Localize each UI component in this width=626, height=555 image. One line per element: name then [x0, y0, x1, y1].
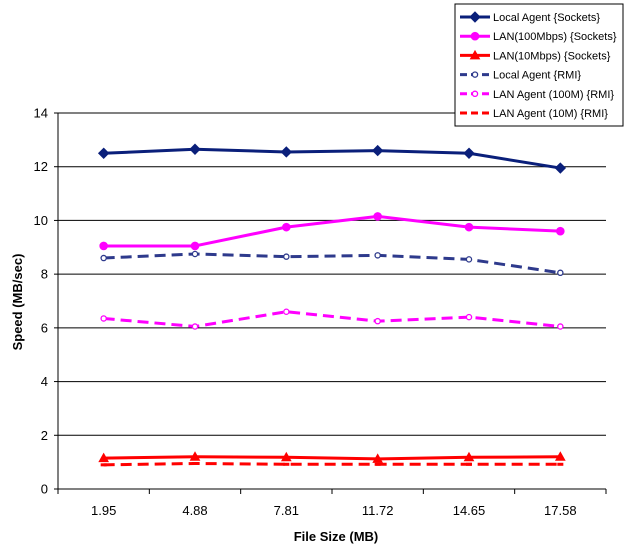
data-point	[374, 252, 381, 259]
data-point	[557, 323, 564, 330]
x-tick-label: 11.72	[362, 503, 394, 518]
data-point	[189, 451, 201, 461]
data-point	[554, 451, 566, 461]
data-point	[190, 241, 200, 251]
series-5	[100, 461, 564, 467]
data-point	[463, 147, 475, 159]
data-point	[373, 212, 382, 221]
legend-item: LAN Agent (100M) {RMI}	[460, 89, 614, 101]
data-point	[191, 323, 199, 330]
x-tick-label: 17.58	[544, 503, 577, 518]
data-point	[463, 451, 475, 462]
legend-label: LAN Agent (100M) {RMI}	[493, 89, 614, 101]
legend-label: Local Agent {RMI}	[493, 70, 581, 82]
data-point	[557, 269, 564, 277]
data-point	[557, 462, 564, 466]
gridlines	[54, 112, 606, 490]
y-tick-label: 4	[41, 374, 48, 389]
series-1	[99, 212, 565, 251]
x-tick-label: 7.81	[274, 503, 299, 518]
x-tick-label: 14.65	[453, 503, 486, 518]
series-3	[100, 250, 564, 277]
data-point	[556, 226, 565, 236]
y-tick-labels: 0 2 4 6 8 10 12 14	[34, 106, 48, 497]
data-point	[554, 162, 567, 174]
series-line	[103, 310, 561, 329]
y-tick-label: 6	[41, 320, 48, 335]
data-point	[465, 256, 473, 263]
data-point	[189, 143, 201, 155]
data-point	[471, 90, 479, 98]
data-point	[280, 146, 293, 158]
x-tick-label: 1.95	[91, 503, 116, 518]
legend-item: LAN Agent (10M) {RMI}	[460, 108, 608, 120]
legend-label: Local Agent {Sockets}	[493, 12, 600, 24]
series-lines	[97, 143, 567, 467]
series-0	[97, 143, 567, 174]
data-point	[100, 315, 107, 322]
series-line	[103, 214, 561, 248]
x-axis-label: File Size (MB)	[294, 529, 379, 544]
data-point	[283, 462, 290, 466]
y-tick-label: 0	[41, 482, 48, 497]
data-point	[464, 222, 474, 232]
x-tick-label: 4.88	[182, 503, 207, 518]
data-point	[466, 462, 472, 466]
y-tick-label: 2	[41, 428, 48, 443]
y-tick-label: 14	[34, 106, 48, 121]
series-line	[103, 461, 561, 467]
data-point	[374, 317, 381, 325]
data-point	[472, 111, 478, 115]
data-point	[371, 144, 384, 157]
y-tick-label: 10	[34, 213, 48, 228]
data-point	[374, 462, 381, 466]
y-tick-label: 12	[34, 159, 48, 174]
legend-label: LAN(100Mbps) {Sockets}	[493, 31, 617, 43]
data-point	[469, 49, 481, 60]
axes	[57, 113, 607, 494]
legend-items: Local Agent {Sockets} LAN(100Mbps) {Socke…	[460, 11, 617, 120]
data-point	[372, 453, 384, 463]
legend: Local Agent {Sockets} LAN(100Mbps) {Socke…	[454, 3, 624, 127]
legend-item: Local Agent {RMI}	[460, 70, 581, 82]
data-point	[97, 147, 110, 159]
data-point	[283, 253, 290, 260]
legend-item: Local Agent {Sockets}	[460, 11, 600, 24]
data-point	[282, 222, 291, 232]
legend-label: LAN(10Mbps) {Sockets}	[493, 50, 611, 62]
data-point	[191, 250, 199, 258]
data-point	[470, 31, 480, 41]
data-point	[99, 241, 108, 251]
legend-label: LAN Agent (10M) {RMI}	[493, 108, 608, 120]
series-2	[98, 451, 566, 463]
data-point	[469, 11, 481, 23]
series-4	[100, 308, 564, 330]
data-point	[465, 313, 473, 321]
data-point	[100, 463, 107, 467]
data-point	[283, 308, 290, 315]
data-point	[280, 451, 292, 462]
data-point	[192, 461, 198, 465]
legend-box	[454, 3, 624, 127]
legend-item: LAN(100Mbps) {Sockets}	[460, 31, 617, 43]
data-point	[471, 71, 479, 78]
series-line	[103, 147, 561, 170]
data-point	[98, 452, 110, 463]
data-point	[100, 254, 107, 262]
legend-item: LAN(10Mbps) {Sockets}	[460, 49, 611, 62]
series-line	[103, 455, 561, 461]
y-tick-label: 8	[41, 267, 48, 282]
x-tick-labels: 1.95 4.88 7.81 11.72 14.65 17.58	[91, 503, 577, 518]
series-line	[103, 252, 561, 275]
y-axis-label: Speed (MB/sec)	[10, 254, 25, 351]
